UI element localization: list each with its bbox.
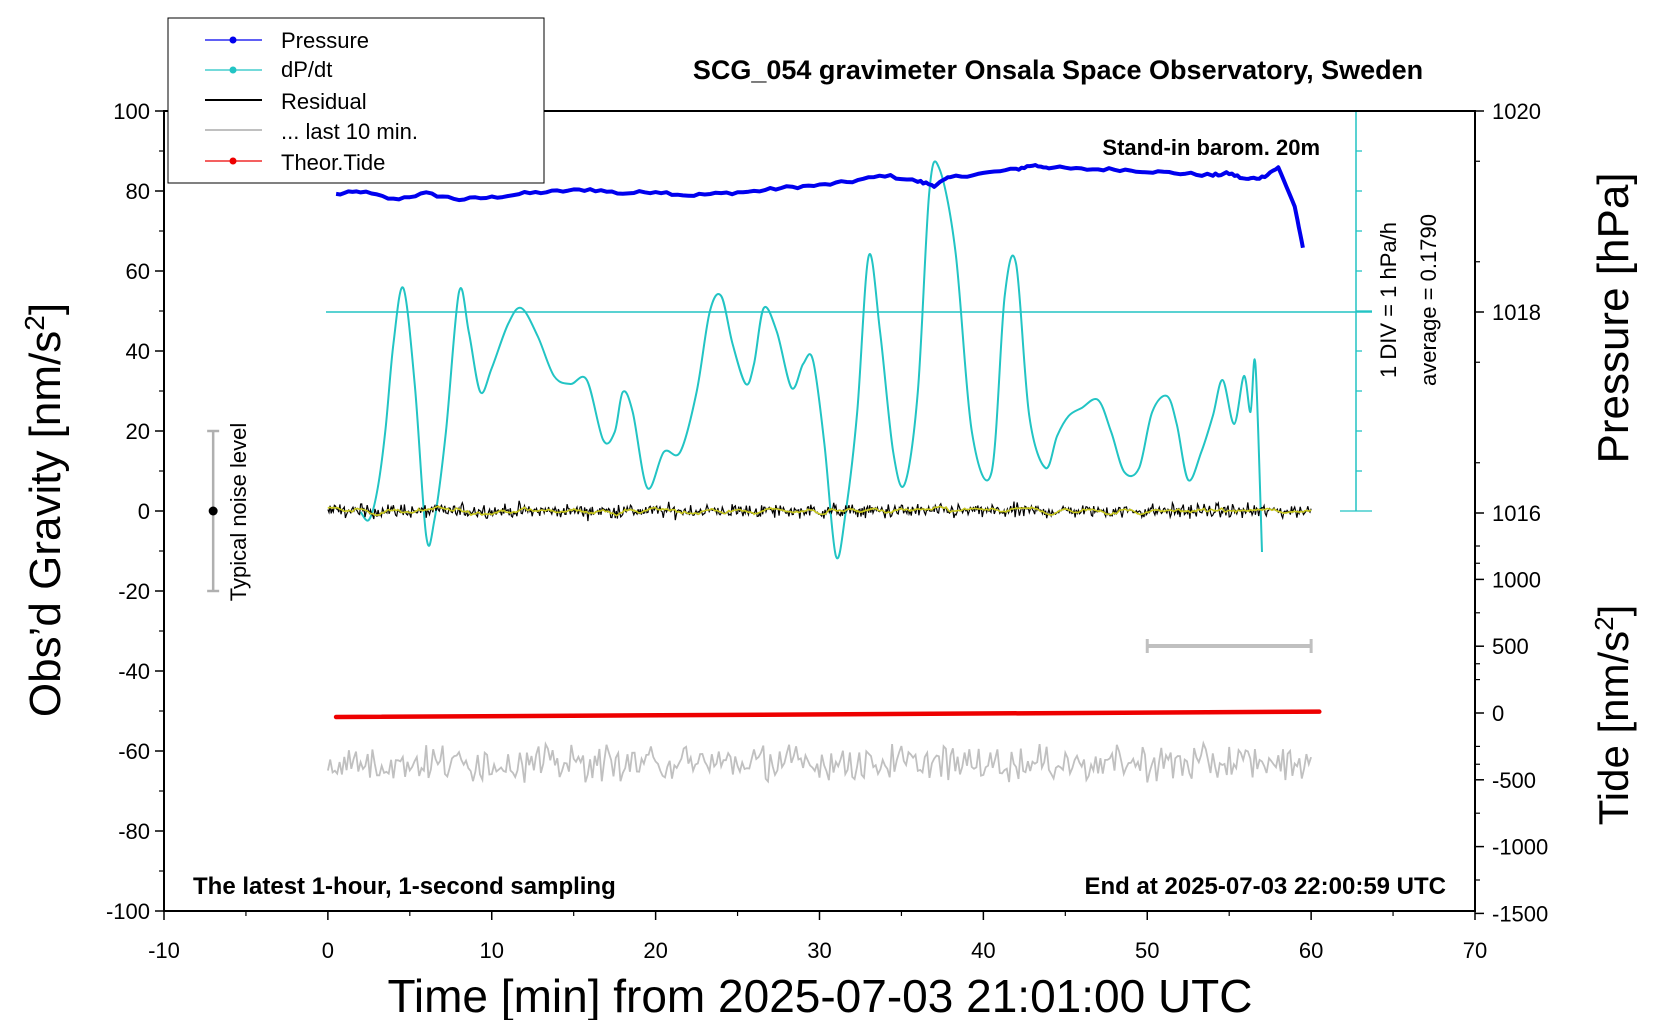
y-tick-label: 100 xyxy=(113,99,150,124)
y-axis-label-gravity-sup: 2 xyxy=(19,315,50,331)
legend-entry-pressure: Pressure xyxy=(205,28,369,53)
data-layer xyxy=(207,110,1372,784)
y-axis-label-tide-main: Tide [nm/s xyxy=(1590,631,1637,826)
legend-marker-dpdt xyxy=(229,66,237,74)
tide-tick-label: -500 xyxy=(1492,768,1536,793)
legend-label-last10: ... last 10 min. xyxy=(281,119,418,144)
x-axis-label: Time [min] from 2025-07-03 21:01:00 UTC xyxy=(388,970,1253,1020)
pressure-tick-label: 1018 xyxy=(1492,300,1541,325)
bottom-left-annotation: The latest 1-hour, 1-second sampling xyxy=(193,873,616,900)
series-residual-smoothed xyxy=(327,505,1312,517)
y-tick-label: 0 xyxy=(138,499,150,524)
x-tick-label: 0 xyxy=(322,938,334,963)
legend-entry-dpdt: dP/dt xyxy=(205,57,332,82)
pressure-tick-label: 1016 xyxy=(1492,501,1541,526)
barometer-annotation: Stand-in barom. 20m xyxy=(1102,135,1320,160)
y-tick-label: 60 xyxy=(126,259,150,284)
x-tick-label: 50 xyxy=(1135,938,1159,963)
legend-marker-pressure xyxy=(229,36,237,44)
legend-entry-tide: Theor.Tide xyxy=(205,150,385,175)
tide-tick-label: 500 xyxy=(1492,634,1529,659)
y-axis-label-tide: Tide [nm/s2] xyxy=(1589,605,1637,826)
series-tide xyxy=(333,709,1322,720)
x-tick-label: 70 xyxy=(1463,938,1487,963)
chart-title: SCG_054 gravimeter Onsala Space Observat… xyxy=(693,55,1423,85)
average-annotation: average = 0.1790 xyxy=(1416,214,1441,386)
x-tick-label: 40 xyxy=(971,938,995,963)
series-pressure xyxy=(335,163,1305,249)
axis-ticks: -10 0 10 20 30 40 50 60 70-100-80-60-40-20020406… xyxy=(106,99,1548,963)
tide-tick-label: -1500 xyxy=(1492,901,1548,926)
y-tick-label: 20 xyxy=(126,419,150,444)
tide-tick-label: 1000 xyxy=(1492,567,1541,592)
legend-label-tide: Theor.Tide xyxy=(281,150,385,175)
legend-label-dpdt: dP/dt xyxy=(281,57,332,82)
y-axis-label-gravity: Obs’d Gravity [nm/s2] xyxy=(19,303,70,717)
x-tick-label: 60 xyxy=(1299,938,1323,963)
y-axis-label-pressure: Pressure [hPa] xyxy=(1589,172,1638,463)
y-axis-label-tide-end: ] xyxy=(1590,605,1637,617)
x-tick-label: 10 xyxy=(480,938,504,963)
tide-tick-label: -1000 xyxy=(1492,835,1548,860)
series-dpdt xyxy=(359,160,1263,560)
y-tick-label: -80 xyxy=(118,819,150,844)
div-annotation: 1 DIV = 1 hPa/h xyxy=(1376,222,1401,378)
y-tick-label: -20 xyxy=(118,579,150,604)
legend-entry-last10: ... last 10 min. xyxy=(205,119,418,144)
noise-bar-center xyxy=(208,506,218,516)
x-tick-label: 30 xyxy=(807,938,831,963)
y-axis-label-gravity-end: ] xyxy=(21,303,70,315)
y-tick-label: 80 xyxy=(126,179,150,204)
legend-marker-tide xyxy=(229,157,237,165)
y-tick-label: 40 xyxy=(126,339,150,364)
legend: Pressure dP/dt Residual ... last 10 min.… xyxy=(167,17,545,184)
y-tick-label: -100 xyxy=(106,899,150,924)
legend-entry-residual: Residual xyxy=(205,89,367,114)
bottom-right-annotation: End at 2025-07-03 22:00:59 UTC xyxy=(1085,873,1447,900)
x-tick-label: -10 xyxy=(148,938,180,963)
pressure-tick-label: 1020 xyxy=(1492,99,1541,124)
noise-annotation: Typical noise level xyxy=(226,423,251,602)
tide-tick-label: 0 xyxy=(1492,701,1504,726)
legend-label-residual: Residual xyxy=(281,89,367,114)
y-axis-label-tide-sup: 2 xyxy=(1589,616,1619,630)
x-tick-label: 20 xyxy=(643,938,667,963)
y-axis-label-gravity-main: Obs’d Gravity [nm/s xyxy=(21,331,70,717)
legend-label-pressure: Pressure xyxy=(281,28,369,53)
y-tick-label: -60 xyxy=(118,739,150,764)
y-tick-label: -40 xyxy=(118,659,150,684)
series-last10 xyxy=(327,740,1312,784)
